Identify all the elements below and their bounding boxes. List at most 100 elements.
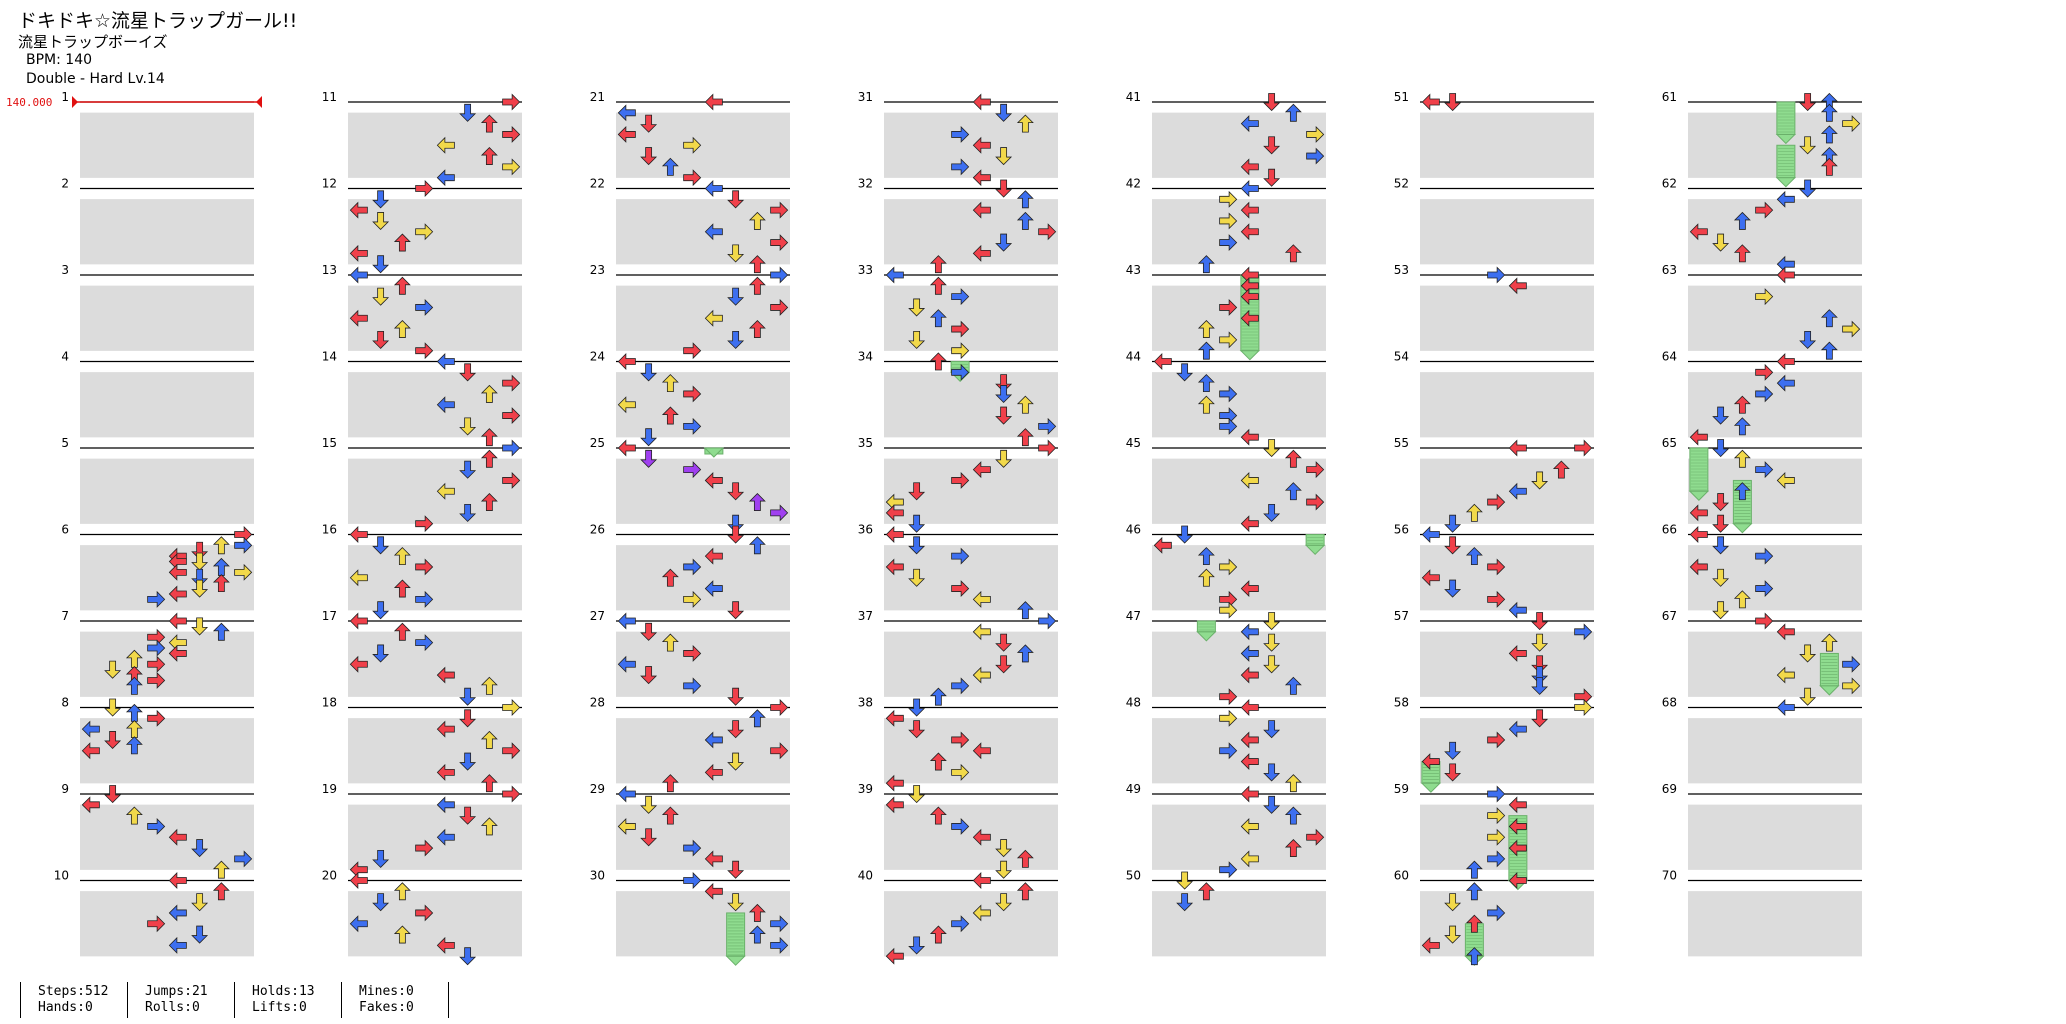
measure-block: 45 (1126, 436, 1326, 524)
beat-band (1420, 891, 1594, 914)
measure-block: 50 (1126, 869, 1326, 957)
arrow-right-icon (1219, 234, 1238, 252)
song-artist: 流星トラップボーイズ (18, 33, 168, 51)
arrow-down-icon (459, 687, 477, 706)
beat-band (80, 155, 254, 178)
arrow-left-icon (81, 742, 100, 760)
beat-band (1152, 199, 1326, 222)
arrow-right-icon (951, 547, 970, 565)
beat-band (1420, 739, 1594, 762)
arrow-down-icon (995, 655, 1013, 674)
arrow-down-icon (459, 806, 477, 825)
measure-block: 26 (590, 523, 790, 611)
beat-band (884, 653, 1058, 676)
arrow-up-icon (393, 276, 411, 295)
arrow-up-icon (1820, 103, 1838, 122)
arrow-right-icon (1574, 699, 1593, 716)
arrow-up-icon (480, 449, 498, 468)
arrow-right-icon (951, 363, 970, 381)
measure-number: 48 (1126, 696, 1141, 710)
arrow-down-icon (1712, 536, 1730, 555)
arrow-right-icon (951, 817, 970, 835)
arrow-left-icon (1508, 796, 1527, 814)
arrow-down-icon (640, 795, 658, 814)
arrow-left-icon (972, 93, 991, 111)
arrow-up-icon (1465, 860, 1483, 879)
beat-band (884, 285, 1058, 308)
measure-block: 56 (1394, 523, 1594, 611)
beat-band (616, 242, 790, 265)
measure-number: 21 (590, 90, 605, 104)
arrow-down-icon (995, 406, 1013, 425)
arrow-right-icon (1487, 493, 1506, 511)
step-chart: 1234567891011121314151617181920212223242… (54, 90, 1862, 966)
beat-band (1152, 566, 1326, 589)
arrow-left-icon (1240, 623, 1259, 641)
measure-block: 25 (590, 436, 790, 524)
arrow-down-icon (908, 482, 926, 501)
arrow-left-icon (1776, 266, 1795, 284)
arrow-right-icon (770, 699, 789, 716)
arrow-right-icon (1038, 223, 1057, 241)
measure-block: 39 (858, 782, 1058, 870)
arrow-up-icon (212, 622, 230, 641)
arrow-down-icon (1176, 525, 1194, 544)
arrow-up-icon (1733, 211, 1751, 230)
arrow-right-icon (1306, 125, 1325, 143)
arrow-left-icon (1240, 288, 1259, 306)
arrow-left-icon (617, 353, 636, 370)
beat-band (80, 761, 254, 784)
hold-note (1819, 652, 1840, 696)
arrow-down-icon (1444, 536, 1462, 555)
stats-steps-hands: Steps:512 Hands:0 (20, 982, 127, 1018)
arrow-up-icon (1197, 255, 1215, 274)
measure-number: 35 (858, 436, 873, 450)
arrow-up-icon (929, 255, 947, 274)
arrow-down-icon (727, 330, 745, 349)
arrow-up-icon (929, 752, 947, 771)
measure-number: 47 (1126, 609, 1141, 623)
arrow-up-icon (1820, 125, 1838, 144)
beat-band (1688, 761, 1862, 784)
arrow-right-icon (502, 699, 521, 716)
arrow-down-icon (640, 622, 658, 641)
arrow-left-icon (1153, 353, 1172, 370)
arrow-left-icon (168, 936, 187, 954)
arrow-down-icon (727, 482, 745, 501)
arrow-right-icon (1487, 266, 1506, 284)
arrow-left-icon (1776, 623, 1795, 641)
beat-band (1688, 307, 1862, 330)
measure-block: 15 (322, 436, 522, 524)
arrow-right-icon (1306, 147, 1325, 165)
arrow-left-icon (972, 666, 991, 684)
beat-band (348, 480, 522, 503)
measure-number: 38 (858, 696, 873, 710)
arrow-up-icon (393, 547, 411, 566)
beat-band (884, 134, 1058, 157)
arrow-down-icon (104, 785, 122, 804)
arrow-up-icon (1465, 947, 1483, 966)
measure-number: 12 (322, 177, 337, 191)
arrow-left-icon (885, 526, 904, 543)
beat-band (1420, 588, 1594, 611)
arrow-down-icon (1444, 893, 1462, 912)
beat-band (1152, 545, 1326, 568)
arrow-down-icon (908, 720, 926, 739)
arrow-left-icon (168, 644, 187, 662)
arrow-up-icon (748, 276, 766, 295)
beat-band (348, 912, 522, 935)
arrow-right-icon (415, 590, 434, 608)
arrow-left-icon (1240, 309, 1259, 327)
arrow-right-icon (683, 590, 702, 608)
measure-number: 55 (1394, 436, 1409, 450)
beat-band (884, 804, 1058, 827)
hold-note (1420, 761, 1442, 793)
beat-band (616, 588, 790, 611)
arrow-right-icon (683, 385, 702, 403)
measure-number: 9 (61, 782, 69, 796)
beat-band (348, 155, 522, 178)
arrow-down-icon (1263, 136, 1281, 155)
arrow-left-icon (1776, 353, 1795, 370)
arrow-down-icon (727, 244, 745, 263)
beat-band (616, 934, 790, 957)
